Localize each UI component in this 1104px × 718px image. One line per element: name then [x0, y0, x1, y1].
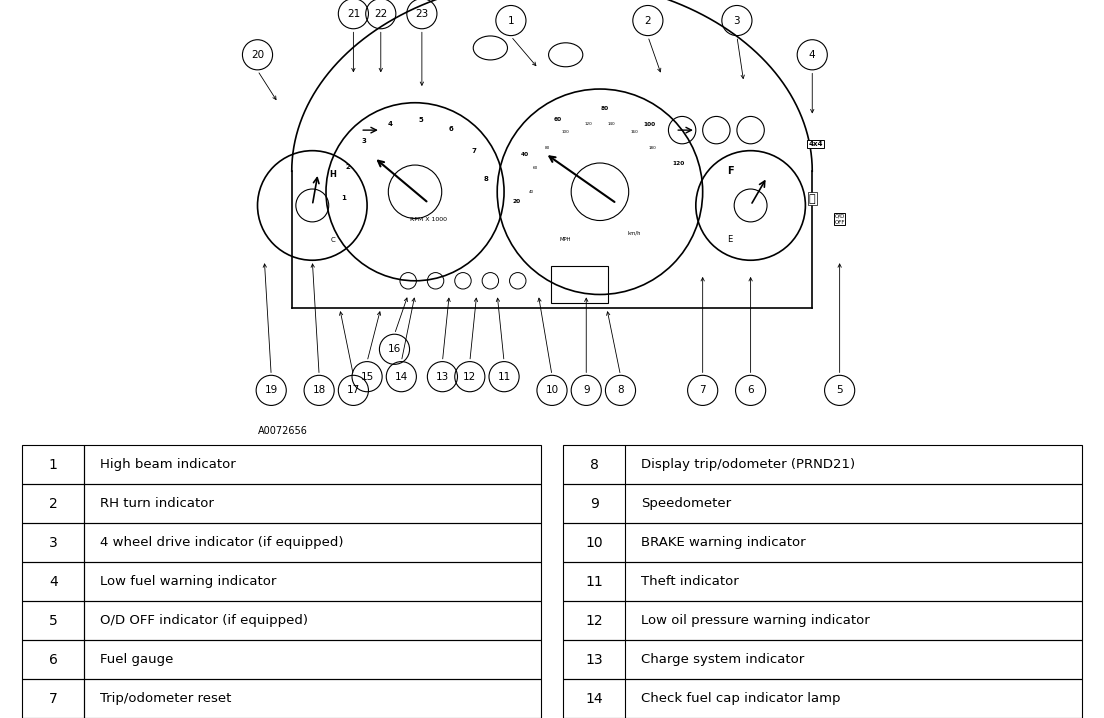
Text: 16: 16 [388, 344, 401, 354]
Text: 3: 3 [733, 16, 740, 26]
Text: 13: 13 [585, 653, 603, 666]
Text: 4x4: 4x4 [808, 141, 822, 146]
Text: 80: 80 [545, 146, 550, 150]
Text: Fuel gauge: Fuel gauge [99, 653, 173, 666]
Text: Display trip/odometer (PRND21): Display trip/odometer (PRND21) [640, 458, 854, 471]
Text: 5: 5 [837, 386, 843, 396]
Text: MPH: MPH [560, 237, 572, 242]
Text: 12: 12 [464, 372, 477, 382]
Text: 2: 2 [49, 497, 57, 510]
Text: 40: 40 [521, 151, 529, 157]
Text: 8: 8 [617, 386, 624, 396]
Text: High beam indicator: High beam indicator [99, 458, 235, 471]
Text: 60: 60 [554, 117, 562, 122]
Text: 1: 1 [508, 16, 514, 26]
Text: 100: 100 [562, 131, 570, 134]
Text: km/h: km/h [627, 230, 641, 236]
Text: 6: 6 [747, 386, 754, 396]
Text: A0072656: A0072656 [257, 426, 307, 437]
Text: 14: 14 [395, 372, 408, 382]
Text: 10: 10 [585, 536, 603, 549]
Text: 3: 3 [49, 536, 57, 549]
Text: BRAKE warning indicator: BRAKE warning indicator [640, 536, 806, 549]
Text: Theft indicator: Theft indicator [640, 575, 739, 588]
Text: 20: 20 [251, 50, 264, 60]
Text: 3: 3 [362, 138, 367, 144]
Text: 11: 11 [585, 574, 603, 589]
Text: 8: 8 [484, 177, 488, 182]
Text: 4: 4 [388, 121, 393, 127]
Text: 1: 1 [341, 195, 346, 201]
Text: 1: 1 [49, 457, 57, 472]
Text: 20: 20 [513, 199, 521, 204]
Text: O/D
OFF: O/D OFF [835, 214, 845, 225]
Text: 8: 8 [590, 457, 598, 472]
Text: 7: 7 [471, 147, 476, 154]
Text: H: H [329, 170, 337, 179]
Text: 2: 2 [346, 164, 350, 170]
Text: 14: 14 [585, 691, 603, 706]
Text: Low fuel warning indicator: Low fuel warning indicator [99, 575, 276, 588]
Text: 4: 4 [49, 574, 57, 589]
Text: ⛽: ⛽ [809, 194, 816, 204]
Text: 80: 80 [601, 106, 609, 111]
Text: 5: 5 [418, 117, 424, 123]
Text: 120: 120 [672, 161, 684, 166]
Text: 60: 60 [533, 167, 539, 170]
Text: 6: 6 [49, 653, 57, 666]
Text: E: E [728, 236, 733, 244]
Text: RH turn indicator: RH turn indicator [99, 497, 214, 510]
Text: 140: 140 [608, 122, 616, 126]
Text: O/D OFF indicator (if equipped): O/D OFF indicator (if equipped) [99, 614, 308, 627]
Text: 120: 120 [584, 122, 592, 126]
Text: 4: 4 [809, 50, 816, 60]
Text: 9: 9 [590, 497, 598, 510]
Text: 22: 22 [374, 9, 388, 19]
Text: 100: 100 [644, 122, 656, 127]
Text: 17: 17 [347, 386, 360, 396]
Text: 4 wheel drive indicator (if equipped): 4 wheel drive indicator (if equipped) [99, 536, 343, 549]
Text: 11: 11 [498, 372, 511, 382]
Text: 2: 2 [645, 16, 651, 26]
Text: 19: 19 [265, 386, 278, 396]
Text: 15: 15 [361, 372, 374, 382]
Text: 9: 9 [583, 386, 590, 396]
Text: 5: 5 [49, 614, 57, 628]
Text: F: F [726, 166, 733, 176]
Text: Check fuel cap indicator lamp: Check fuel cap indicator lamp [640, 692, 840, 705]
Text: 6: 6 [448, 126, 454, 133]
Text: 7: 7 [49, 691, 57, 706]
Text: 160: 160 [630, 131, 638, 134]
Text: RPM X 1000: RPM X 1000 [411, 217, 447, 222]
Text: 13: 13 [436, 372, 449, 382]
Text: Charge system indicator: Charge system indicator [640, 653, 804, 666]
Text: 7: 7 [699, 386, 705, 396]
Text: 10: 10 [545, 386, 559, 396]
Text: Speedometer: Speedometer [640, 497, 731, 510]
Text: 12: 12 [585, 614, 603, 628]
Text: 18: 18 [312, 386, 326, 396]
Text: Trip/odometer reset: Trip/odometer reset [99, 692, 231, 705]
Text: C: C [330, 237, 336, 243]
Text: 23: 23 [415, 9, 428, 19]
Text: 21: 21 [347, 9, 360, 19]
Text: 40: 40 [529, 190, 534, 194]
Text: Low oil pressure warning indicator: Low oil pressure warning indicator [640, 614, 870, 627]
Text: 180: 180 [648, 146, 656, 150]
